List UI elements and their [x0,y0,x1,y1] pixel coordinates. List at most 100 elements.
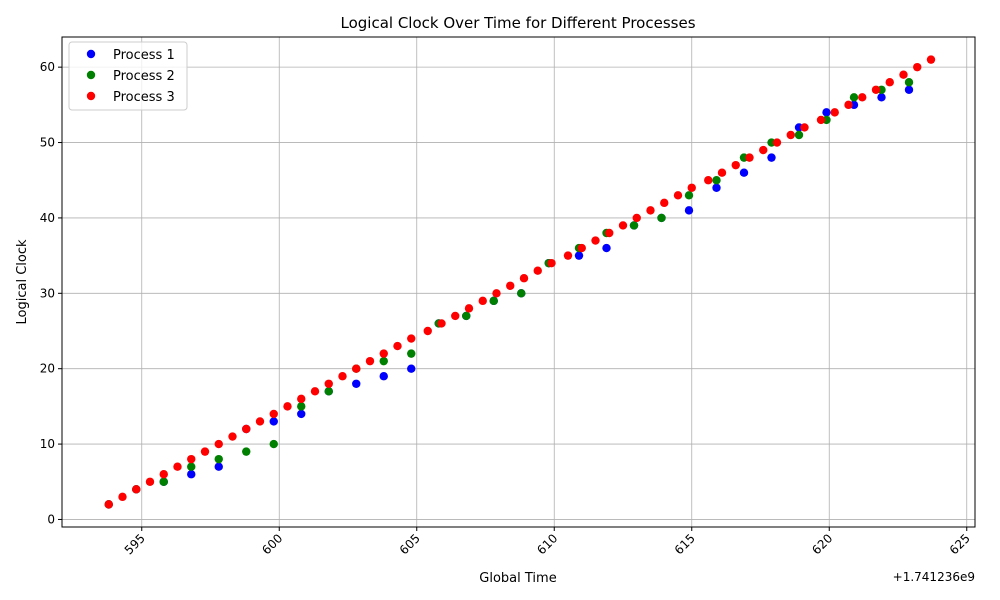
data-point [877,93,886,102]
plot-frame [61,36,976,528]
data-point [547,258,556,268]
data-point [187,454,196,464]
data-point [269,439,278,449]
legend-label: Process 1 [113,48,175,63]
data-point [423,326,432,336]
data-point [899,70,908,79]
data-point [618,221,628,230]
data-point [660,198,669,208]
legend-box [68,41,188,111]
data-point [214,454,223,464]
data-point [173,462,182,471]
y-tick-label: 30 [40,286,55,300]
legend-marker [86,49,96,59]
data-point [200,447,210,456]
data-point [926,55,936,64]
data-point [228,432,237,441]
data-point [830,108,839,117]
data-point [297,402,306,411]
y-tick-label: 40 [40,211,55,225]
y-tick-label: 60 [40,60,55,74]
legend-marker [86,70,96,80]
data-point [365,356,375,366]
data-point [324,379,333,388]
data-point [159,470,168,479]
data-point [712,183,721,192]
data-point [849,93,859,102]
data-point [379,372,388,381]
data-point [379,349,388,358]
data-point [844,100,853,110]
data-point [269,417,278,426]
data-point [145,477,155,486]
data-point [407,334,416,343]
data-point [283,402,292,411]
legend-label: Process 3 [113,90,175,105]
data-point [519,274,529,283]
data-point [104,500,113,509]
data-point [577,243,586,253]
data-point [673,191,683,200]
data-point [731,160,740,170]
data-point [591,236,600,245]
data-point [904,85,914,94]
data-point [767,153,776,162]
data-point [352,379,361,388]
data-point [632,213,641,223]
data-point [214,439,223,449]
data-point [352,364,361,373]
data-point [242,447,251,456]
legend-label: Process 2 [113,69,175,84]
data-point [324,387,333,396]
data-point [393,341,402,351]
data-point [794,130,804,140]
y-axis-ticks: 0 10 20 30 40 50 60 [40,60,62,526]
data-point [602,243,611,253]
data-point [132,485,141,494]
data-point [605,228,614,238]
data-point [338,372,347,381]
data-point [464,304,474,313]
y-tick-label: 0 [47,512,55,526]
data-point [478,296,487,306]
data-point [704,176,713,185]
data-point [187,470,196,479]
data-point [759,145,768,155]
y-axis-label: Logical Clock [15,239,30,324]
data-point [913,62,922,72]
data-point [462,311,471,321]
data-point [269,409,278,419]
data-point [159,477,168,486]
data-point [563,251,573,260]
data-point [533,266,542,275]
data-point [489,296,498,306]
chart-title: Logical Clock Over Time for Different Pr… [340,14,695,32]
data-point [646,206,655,215]
data-point [214,462,223,471]
data-point [657,213,666,223]
data-point [506,281,515,290]
data-point [739,168,749,177]
data-point [772,138,782,147]
legend-marker [86,91,96,101]
data-point [684,191,694,200]
x-axis-label: Global Time [479,571,556,586]
data-point [574,251,584,260]
data-point [684,206,694,215]
data-point [297,409,306,419]
data-point [745,153,754,162]
data-point [517,289,526,298]
x-axis-offset-label: +1.741236e9 [893,570,975,584]
data-point [858,93,867,102]
data-point [451,311,460,321]
data-point [800,123,809,132]
data-point [717,168,727,177]
series-3-points [104,55,936,509]
data-point [437,319,446,328]
data-points [104,55,936,509]
legend: Process 1 Process 2 Process 3 [68,41,188,111]
data-point [816,115,826,125]
data-point [187,462,196,471]
data-point [242,424,251,434]
